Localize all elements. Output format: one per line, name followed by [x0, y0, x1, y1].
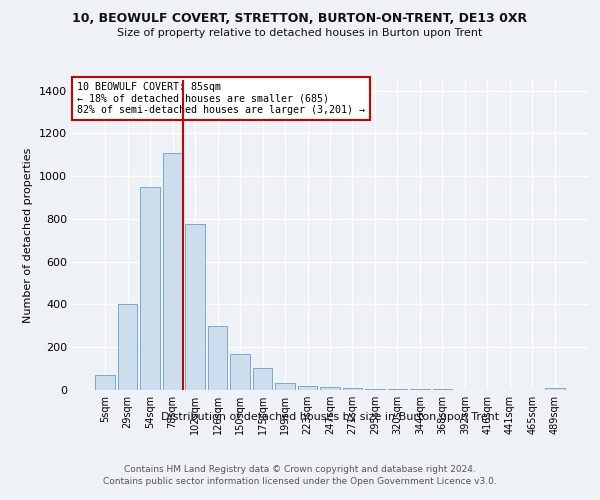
- Bar: [118, 304, 137, 390]
- Bar: [320, 387, 340, 390]
- Bar: [230, 354, 250, 390]
- Bar: [298, 386, 317, 390]
- Bar: [95, 375, 115, 390]
- Bar: [185, 224, 205, 390]
- Text: Contains public sector information licensed under the Open Government Licence v3: Contains public sector information licen…: [103, 478, 497, 486]
- Bar: [140, 187, 160, 390]
- Bar: [365, 389, 385, 390]
- Y-axis label: Number of detached properties: Number of detached properties: [23, 148, 34, 322]
- Text: 10 BEOWULF COVERT: 85sqm
← 18% of detached houses are smaller (685)
82% of semi-: 10 BEOWULF COVERT: 85sqm ← 18% of detach…: [77, 82, 365, 115]
- Bar: [275, 382, 295, 390]
- Bar: [163, 152, 182, 390]
- Bar: [545, 388, 565, 390]
- Text: Contains HM Land Registry data © Crown copyright and database right 2024.: Contains HM Land Registry data © Crown c…: [124, 465, 476, 474]
- Text: 10, BEOWULF COVERT, STRETTON, BURTON-ON-TRENT, DE13 0XR: 10, BEOWULF COVERT, STRETTON, BURTON-ON-…: [73, 12, 527, 26]
- Bar: [253, 368, 272, 390]
- Text: Distribution of detached houses by size in Burton upon Trent: Distribution of detached houses by size …: [161, 412, 499, 422]
- Bar: [388, 389, 407, 390]
- Bar: [208, 326, 227, 390]
- Text: Size of property relative to detached houses in Burton upon Trent: Size of property relative to detached ho…: [118, 28, 482, 38]
- Bar: [343, 388, 362, 390]
